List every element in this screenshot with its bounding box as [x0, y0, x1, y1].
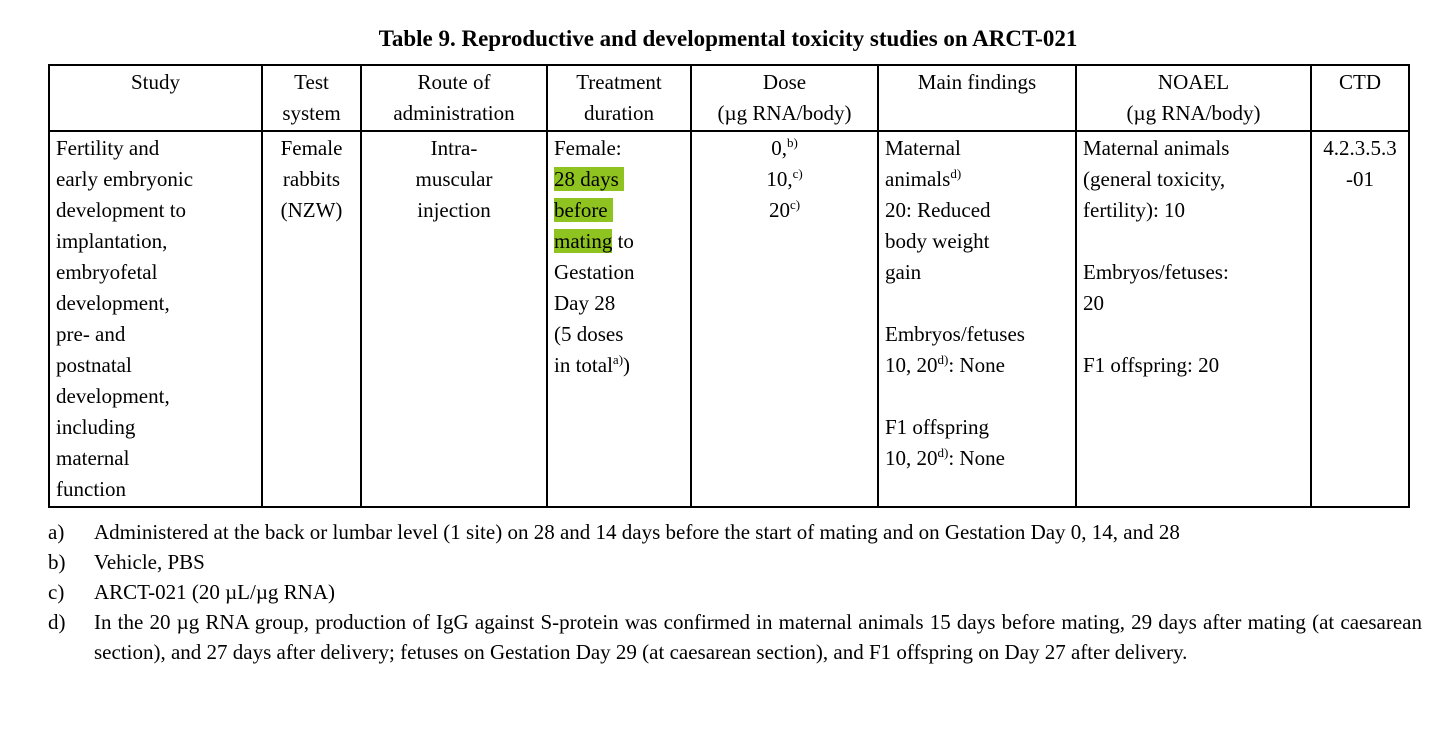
header-main-findings: Main findings	[877, 64, 1077, 132]
header-treatment-duration: Treatment duration	[546, 64, 692, 132]
cell-study: Fertility and early embryonic development …	[48, 130, 263, 508]
footnote-b: b) Vehicle, PBS	[48, 547, 1422, 577]
table-row: Fertility and early embryonic development …	[48, 130, 1410, 508]
header-row: Study Test system Route of administration …	[48, 64, 1410, 132]
footnote-b-text: Vehicle, PBS	[94, 550, 205, 574]
cell-route: Intra-muscular injection	[360, 130, 548, 508]
cell-ctd: 4.2.3.5.3 -01	[1310, 130, 1410, 508]
footnote-d: d) In the 20 µg RNA group, production of…	[48, 607, 1422, 667]
header-noael: NOAEL (µg RNA/body)	[1075, 64, 1312, 132]
footnote-c-label: c)	[48, 580, 65, 604]
footnote-c: c) ARCT-021 (20 µL/µg RNA)	[48, 577, 1422, 607]
footnote-d-text: In the 20 µg RNA group, production of Ig…	[94, 610, 1422, 664]
cell-main-findings: Maternal animalsd) 20: Reduced body weight g…	[877, 130, 1077, 508]
footnotes: a) Administered at the back or lumbar le…	[48, 517, 1422, 667]
cell-dose: 0,b) 10,c) 20c)	[690, 130, 879, 508]
cell-test-system: Female rabbits (NZW)	[261, 130, 362, 508]
footnote-b-label: b)	[48, 550, 66, 574]
footnote-a: a) Administered at the back or lumbar le…	[48, 517, 1422, 547]
header-ctd: CTD	[1310, 64, 1410, 132]
toxicity-studies-table: Study Test system Route of administration …	[48, 64, 1410, 508]
footnote-a-text: Administered at the back or lumbar level…	[94, 520, 1180, 544]
footnote-d-label: d)	[48, 610, 66, 634]
cell-noael: Maternal animals (general toxicity, fertil…	[1075, 130, 1312, 508]
header-dose: Dose (µg RNA/body)	[690, 64, 879, 132]
header-study: Study	[48, 64, 263, 132]
header-route: Route of administration	[360, 64, 548, 132]
cell-treatment-duration: Female: 28 days before mating to Gestation…	[546, 130, 692, 508]
header-test-system: Test system	[261, 64, 362, 132]
table-title: Table 9. Reproductive and developmental …	[378, 26, 1078, 51]
footnote-a-label: a)	[48, 520, 65, 544]
footnote-c-text: ARCT-021 (20 µL/µg RNA)	[94, 580, 336, 604]
